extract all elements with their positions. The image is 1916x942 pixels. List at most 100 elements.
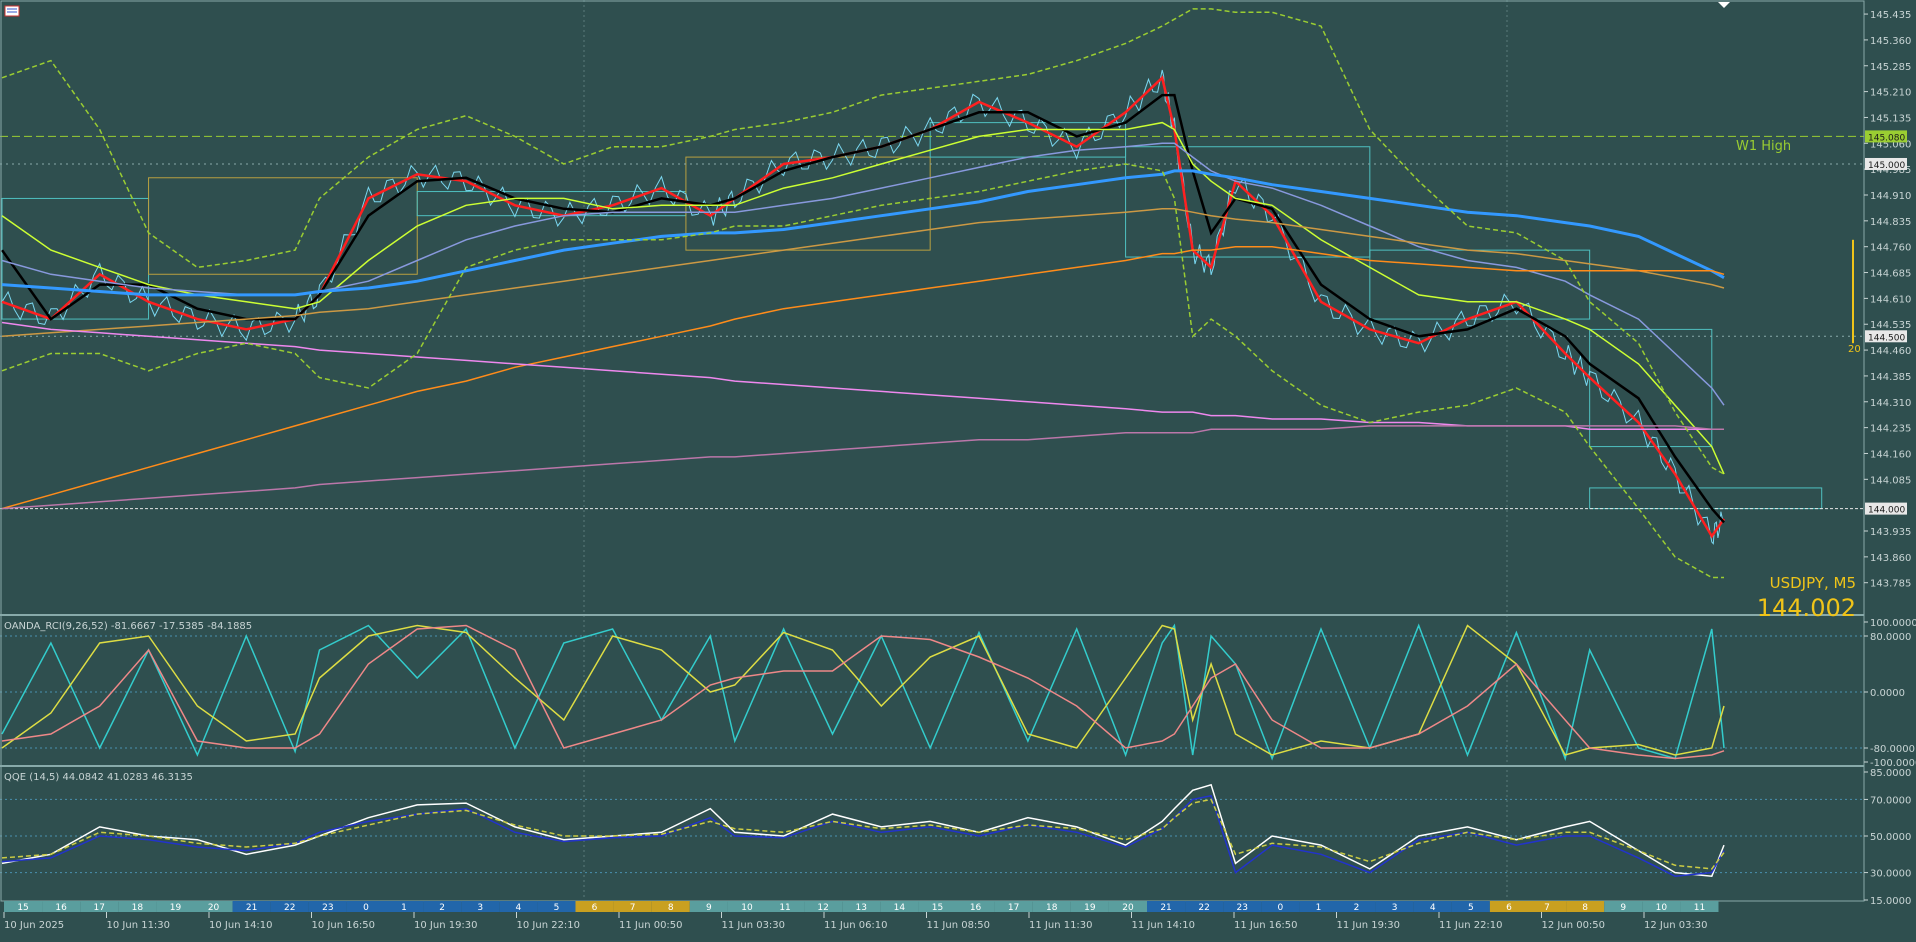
hour-cell-label: 9 (706, 903, 712, 913)
price-series-line (0, 93, 1725, 524)
hour-cell-label: 5 (1468, 903, 1474, 913)
hour-cell (727, 901, 766, 912)
hour-cell-label: 0 (363, 903, 369, 913)
hour-cell (1489, 901, 1528, 912)
price-tick-label: 143.785 (1870, 579, 1911, 590)
hour-cell-label: 10 (741, 903, 753, 913)
price-level-tag-text: 145.080 (1868, 133, 1905, 143)
price-tick-label: 144.460 (1870, 346, 1911, 357)
hour-cell-label: 11 (779, 903, 790, 913)
hour-cell-label: 3 (477, 903, 483, 913)
hour-cell-label: 7 (630, 903, 636, 913)
price-tick-label: 145.135 (1870, 113, 1911, 124)
hour-cell-label: 21 (246, 903, 257, 913)
time-tick-label: 11 Jun 08:50 (927, 920, 991, 931)
qqe-series-line (1, 794, 1725, 877)
time-tick-label: 11 Jun 16:50 (1234, 920, 1298, 931)
hour-cell-label: 23 (322, 903, 333, 913)
hour-cell-label: 7 (1544, 903, 1550, 913)
price-level-tag-text: 144.500 (1868, 333, 1905, 343)
hour-cell-label: 1 (401, 903, 407, 913)
range-marker-label: 20 (1848, 344, 1861, 355)
hour-cell-label: 3 (1392, 903, 1398, 913)
hour-cell (537, 901, 576, 912)
hour-cell (880, 901, 919, 912)
price-tick-label: 143.860 (1870, 553, 1911, 564)
rci-panel (0, 623, 1864, 762)
price-series-line (1, 321, 1724, 431)
hour-cell (461, 901, 500, 912)
price-panel (0, 8, 1864, 579)
hour-cell (1528, 901, 1567, 912)
session-box (1125, 146, 1371, 258)
hour-cell-label: 21 (1160, 903, 1171, 913)
grid-layer (583, 0, 1508, 900)
hour-cell (4, 901, 43, 912)
hour-cell (308, 901, 347, 912)
time-tick-label: 11 Jun 11:30 (1029, 920, 1093, 931)
hour-cell-label: 15 (932, 903, 943, 913)
window-menu-icon[interactable] (4, 5, 20, 17)
hour-cell-label: 22 (284, 903, 295, 913)
hour-cell-label: 15 (17, 903, 28, 913)
hour-cell-label: 19 (1084, 903, 1096, 913)
price-series-line (1, 75, 1726, 539)
price-series-line (1, 8, 1725, 475)
price-tick-label: 144.910 (1870, 191, 1911, 202)
hour-cell-label: 17 (1008, 903, 1019, 913)
price-tick-label: 144.160 (1870, 449, 1911, 460)
qqe-indicator-label: QQE (14,5) 44.0842 41.0283 46.3135 (4, 772, 193, 783)
qqe-panel (0, 783, 1864, 878)
hour-cell (1299, 901, 1338, 912)
hour-cell (270, 901, 309, 912)
price-level-tag (1865, 130, 1907, 143)
hour-cell (423, 901, 462, 912)
hour-cell (1108, 901, 1147, 912)
hour-cell (232, 901, 271, 912)
price-series-line (1, 163, 1724, 579)
price-series-line (1, 208, 1725, 338)
price-tick-label: 144.685 (1870, 269, 1911, 280)
time-tick-label: 10 Jun 19:30 (414, 920, 478, 931)
hour-cell-label: 23 (1237, 903, 1248, 913)
hour-cell (689, 901, 728, 912)
price-tick-label: 144.310 (1870, 398, 1911, 409)
hour-cell (1451, 901, 1490, 912)
qqe-tick-label: 15.0000 (1870, 896, 1911, 907)
session-box (1369, 249, 1591, 320)
w1-high-label: W1 High (1736, 139, 1791, 154)
axes-layer: 145.435 145.360 145.285 145.210 145.135 145.0… (0, 0, 1916, 907)
price-series-line (1, 121, 1725, 475)
hour-cell (1223, 901, 1262, 912)
rci-tick-label: 0.0000 (1870, 688, 1905, 699)
price-tick-label: 144.235 (1870, 424, 1911, 435)
price-candles (1, 69, 1723, 545)
price-tick-label: 144.985 (1870, 165, 1911, 176)
hour-cell-label: 8 (668, 903, 674, 913)
time-tick-label: 11 Jun 22:10 (1439, 920, 1503, 931)
chart-shift-triangle-icon[interactable] (1718, 2, 1730, 8)
rci-tick-label: -100.0000 (1870, 758, 1916, 769)
hour-cell-label: 6 (592, 903, 598, 913)
price-tick-label: 145.360 (1870, 36, 1911, 47)
hour-cell (1147, 901, 1186, 912)
hour-cell-label: 12 (817, 903, 828, 913)
qqe-series-line (1, 783, 1725, 878)
hour-cell (575, 901, 614, 912)
time-tick-label: 11 Jun 00:50 (619, 920, 683, 931)
hour-cell-label: 16 (970, 903, 982, 913)
hour-cell (499, 901, 538, 912)
session-boxes (1, 122, 1823, 510)
price-tick-label: 144.535 (1870, 320, 1911, 331)
hour-cell (842, 901, 881, 912)
price-series-line (1, 169, 1725, 297)
price-tick-label: 145.435 (1870, 10, 1911, 21)
time-tick-label: 12 Jun 03:30 (1644, 920, 1708, 931)
time-tick-label: 10 Jun 14:10 (209, 920, 273, 931)
price-series-line (1, 425, 1724, 510)
qqe-tick-label: 70.0000 (1870, 795, 1911, 806)
hour-cell-label: 5 (554, 903, 560, 913)
time-tick-label: 11 Jun 14:10 (1132, 920, 1196, 931)
